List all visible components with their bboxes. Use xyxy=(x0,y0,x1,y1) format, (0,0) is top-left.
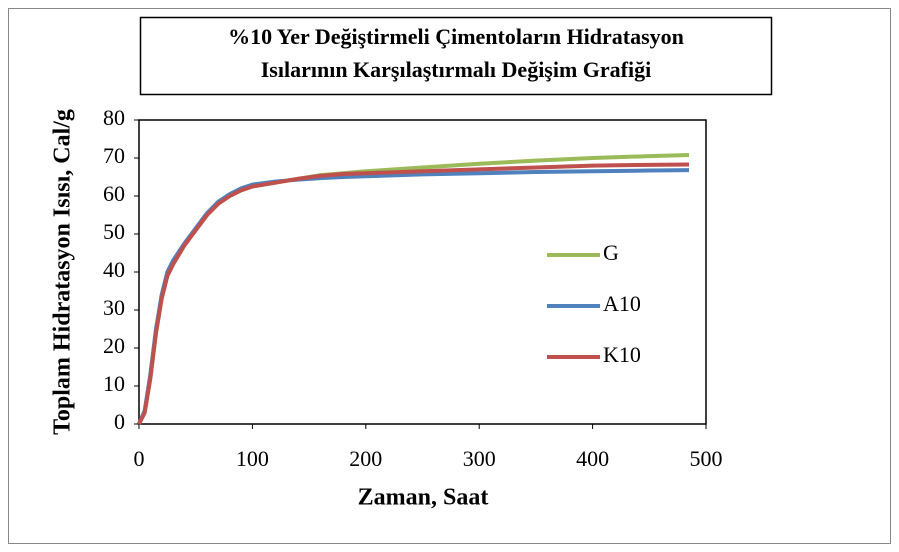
y-axis-label: Toplam Hidratasyon Isısı, Cal/g xyxy=(50,109,76,435)
x-tick-label: 0 xyxy=(134,446,145,471)
legend-label: G xyxy=(603,240,619,265)
y-tick-label: 40 xyxy=(103,257,125,282)
chart-title: %10 Yer Değiştirmeli Çimentoların Hidrat… xyxy=(228,24,684,49)
y-tick-label: 50 xyxy=(103,219,125,244)
x-tick-label: 300 xyxy=(463,446,496,471)
legend-label: A10 xyxy=(603,291,641,316)
y-tick-label: 60 xyxy=(103,181,125,206)
y-tick-label: 0 xyxy=(114,409,125,434)
y-tick-label: 30 xyxy=(103,295,125,320)
chart-title: Isılarının Karşılaştırmalı Değişim Grafi… xyxy=(261,57,651,82)
legend-label: K10 xyxy=(603,342,641,367)
x-tick-label: 100 xyxy=(236,446,269,471)
x-tick-label: 500 xyxy=(690,446,723,471)
y-tick-label: 80 xyxy=(103,105,125,130)
y-tick-label: 10 xyxy=(103,371,125,396)
x-tick-label: 200 xyxy=(349,446,382,471)
series-line xyxy=(137,162,690,425)
y-tick-label: 20 xyxy=(103,333,125,358)
x-axis-label: Zaman, Saat xyxy=(358,485,489,511)
title-box xyxy=(139,16,773,96)
x-tick-label: 400 xyxy=(576,446,609,471)
y-tick-label: 70 xyxy=(103,143,125,168)
